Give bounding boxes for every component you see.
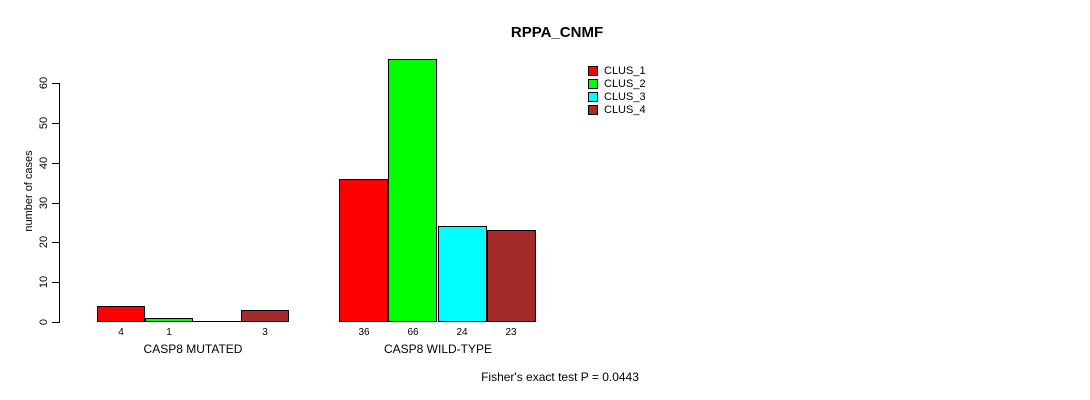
y-tick	[52, 163, 59, 164]
bar-clus_4	[487, 230, 536, 322]
bar-value-label: 66	[407, 327, 419, 338]
bar-clus_3	[438, 226, 487, 322]
y-tick	[52, 123, 59, 124]
y-tick	[52, 322, 59, 323]
y-tick	[52, 282, 59, 283]
bar-clus_1	[97, 306, 145, 322]
bar-value-label: 24	[456, 327, 468, 338]
bar-value-label: 3	[262, 327, 268, 338]
y-tick-label: 60	[38, 76, 50, 90]
legend-label: CLUS_3	[604, 91, 646, 103]
bar-clus_4	[241, 310, 289, 322]
y-tick	[52, 203, 59, 204]
legend-label: CLUS_4	[604, 104, 646, 116]
bar-clus_1	[339, 179, 388, 322]
y-tick	[52, 242, 59, 243]
y-tick-label: 0	[38, 318, 50, 326]
group-label: CASP8 MUTATED	[143, 342, 243, 356]
legend-swatch-icon	[588, 92, 598, 102]
y-tick	[52, 83, 59, 84]
bar-value-label: 36	[358, 327, 370, 338]
legend-swatch-icon	[588, 105, 598, 115]
y-tick-label: 50	[38, 116, 50, 130]
y-axis-title: number of cases	[23, 150, 35, 232]
chart-title: RPPA_CNMF	[510, 24, 604, 41]
y-tick-label: 10	[38, 275, 50, 289]
group-label: CASP8 WILD-TYPE	[383, 342, 493, 356]
bar-value-label: 1	[166, 327, 172, 338]
legend-swatch-icon	[588, 66, 598, 76]
legend-label: CLUS_1	[604, 65, 646, 77]
legend-swatch-icon	[588, 79, 598, 89]
bar-clus_2	[145, 318, 193, 322]
bar-clus_2	[388, 59, 437, 322]
fisher-test-annotation: Fisher's exact test P = 0.0443	[481, 370, 639, 384]
y-tick-label: 20	[38, 235, 50, 249]
y-axis-line	[59, 83, 60, 323]
y-tick-label: 40	[38, 156, 50, 170]
bar-value-label: 23	[505, 327, 517, 338]
bar-value-label: 4	[118, 327, 124, 338]
legend-label: CLUS_2	[604, 78, 646, 90]
bar-clus_3-zero	[193, 321, 241, 322]
y-tick-label: 30	[38, 196, 50, 210]
